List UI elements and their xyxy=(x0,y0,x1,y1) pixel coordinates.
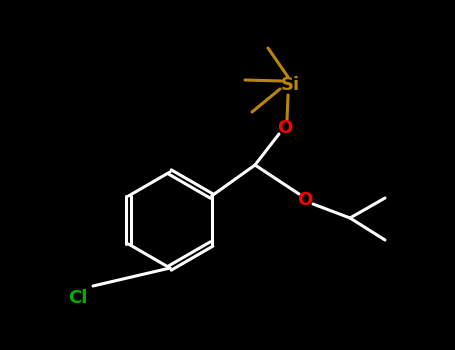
Text: Si: Si xyxy=(280,76,299,94)
Text: O: O xyxy=(298,191,313,209)
Text: O: O xyxy=(278,119,293,137)
Text: Cl: Cl xyxy=(68,289,88,307)
